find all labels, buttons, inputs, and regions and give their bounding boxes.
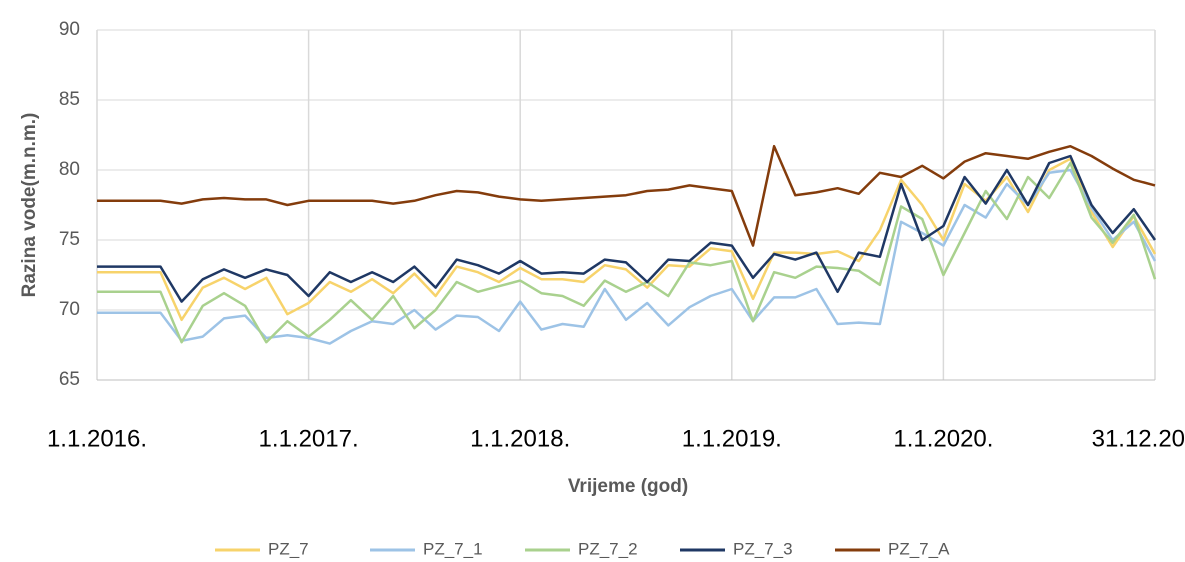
data-line bbox=[97, 154, 1157, 303]
data-line bbox=[97, 144, 1156, 247]
x-tick-label: 1.1.2018. bbox=[470, 425, 570, 452]
x-tick-label: 1.1.2020. bbox=[893, 425, 993, 452]
legend-label: PZ_7_2 bbox=[578, 539, 638, 558]
y-tick-label: 85 bbox=[59, 89, 80, 110]
legend-label: PZ_7_3 bbox=[733, 539, 793, 558]
x-tick-label: 1.1.2017. bbox=[259, 425, 359, 452]
data-line bbox=[97, 157, 1157, 322]
legend-label: PZ_7_A bbox=[888, 539, 950, 558]
data-line bbox=[97, 161, 1157, 344]
y-tick-label: 75 bbox=[59, 229, 80, 250]
y-axis-label: Razina vode(m.n.m.) bbox=[19, 113, 40, 298]
legend-label: PZ_7_1 bbox=[423, 539, 483, 558]
x-tick-label: 1.1.2016. bbox=[47, 425, 147, 452]
x-axis-label: Vrijeme (god) bbox=[568, 476, 688, 497]
x-tick-label: 31.12.2020. bbox=[1092, 425, 1185, 452]
y-tick-label: 90 bbox=[59, 19, 80, 40]
y-tick-label: 70 bbox=[59, 299, 80, 320]
legend-label: PZ_7 bbox=[268, 539, 309, 558]
data-line bbox=[97, 168, 1157, 345]
x-tick-label: 1.1.2019. bbox=[682, 425, 782, 452]
y-tick-label: 80 bbox=[59, 159, 80, 180]
y-tick-label: 65 bbox=[59, 369, 80, 390]
